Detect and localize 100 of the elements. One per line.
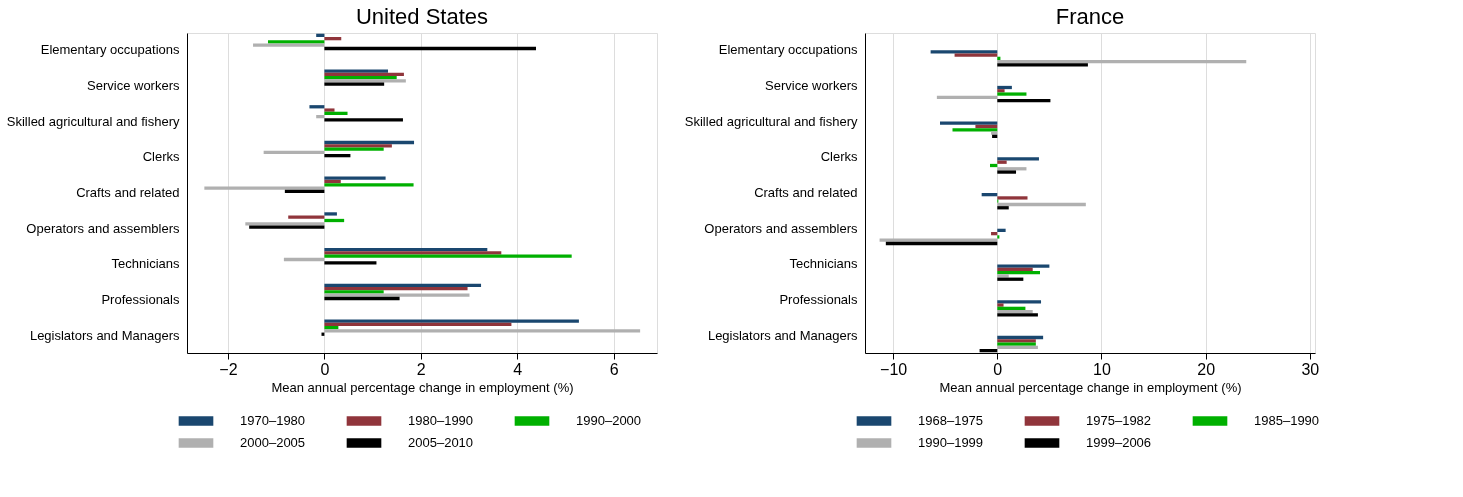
bar (324, 37, 342, 41)
bar (997, 235, 1000, 239)
y-tick-label: Operators and assemblers (704, 220, 858, 236)
bar (940, 121, 998, 125)
bar (997, 310, 1033, 314)
legend-label: 1990–2000 (576, 413, 642, 428)
y-tick-label: Crafts and related (754, 185, 858, 200)
bar (997, 157, 1039, 161)
bar (324, 140, 415, 145)
chart-title: France (1055, 4, 1125, 29)
bar (324, 283, 482, 287)
bar (324, 154, 351, 158)
x-tick-label: 6 (609, 360, 619, 378)
bar (930, 50, 998, 54)
bar (997, 60, 1247, 64)
y-tick-label: Crafts and related (76, 185, 180, 200)
bar (288, 215, 325, 219)
y-tick-label: Skilled agricultural and fishery (6, 113, 180, 129)
bar (324, 218, 345, 223)
bar (324, 111, 348, 115)
bar (997, 196, 1028, 200)
bar (997, 170, 1017, 174)
x-axis-title: Mean annual percentage change in employment (%) (271, 379, 574, 395)
x-tick-label: 0 (320, 360, 330, 378)
bar (324, 144, 392, 148)
y-tick-label: Technicians (789, 256, 858, 272)
x-tick-label: 10 (1093, 360, 1111, 378)
bar (324, 290, 384, 294)
bar (324, 118, 403, 122)
bar (997, 160, 1007, 164)
bar (267, 40, 325, 44)
y-tick-label: Elementary occupations (40, 42, 180, 58)
legend-label: 1980–1990 (408, 413, 474, 428)
bar (283, 257, 325, 262)
y-tick-label: Legislators and Managers (707, 327, 858, 343)
chart-title: United States (355, 4, 489, 29)
y-tick-label: Elementary occupations (718, 42, 858, 58)
legend-label: 2005–2010 (408, 435, 474, 450)
x-tick-label: 30 (1301, 360, 1320, 378)
legend-label: 1975–1982 (1086, 413, 1152, 428)
bar (997, 313, 1038, 317)
bar (997, 85, 1012, 90)
bar (324, 251, 502, 255)
y-tick-label: Clerks (820, 149, 858, 165)
bar (324, 147, 384, 151)
bar (324, 261, 377, 265)
bar (324, 296, 400, 301)
bar (324, 326, 339, 330)
bar (997, 99, 1051, 103)
legend-label: 1990–1999 (918, 435, 984, 450)
bar (997, 63, 1088, 67)
bar (324, 176, 386, 180)
bar (997, 56, 1001, 60)
y-tick-label: Service workers (87, 77, 180, 93)
bar (324, 46, 537, 51)
bar (245, 222, 325, 226)
bar (324, 108, 335, 112)
bar (324, 248, 488, 252)
y-tick-label: Technicians (111, 256, 180, 272)
bar (997, 274, 1009, 278)
bar (997, 271, 1040, 275)
legend-label: 1985–1990 (1254, 413, 1320, 428)
bar (997, 300, 1042, 304)
bar (885, 241, 998, 246)
legend-label: 1999–2006 (1086, 435, 1152, 450)
bar (936, 95, 998, 99)
bar (997, 202, 1086, 207)
bar (997, 228, 1006, 232)
bar (324, 212, 337, 216)
bar (324, 322, 512, 326)
bar (253, 43, 325, 47)
y-tick-label: Professionals (779, 292, 858, 308)
bar (952, 128, 998, 132)
x-axis-title: Mean annual percentage change in employment (%) (939, 379, 1242, 395)
x-tick-label: −10 (880, 360, 908, 378)
legend-label: 1970–1980 (240, 413, 306, 428)
bar (997, 267, 1033, 271)
bar (324, 179, 341, 184)
bar (879, 238, 998, 242)
bar (997, 303, 1004, 307)
bar (324, 183, 414, 187)
bar (324, 79, 406, 83)
x-tick-label: 20 (1197, 360, 1216, 378)
y-tick-label: Legislators and Managers (29, 327, 180, 343)
bar (263, 150, 325, 154)
bar (324, 254, 572, 258)
bar (997, 306, 1026, 310)
legend-label: 2000–2005 (240, 435, 306, 450)
bar (324, 82, 385, 86)
bar (997, 167, 1027, 171)
x-tick-label: 0 (993, 360, 1003, 378)
x-tick-label: 2 (416, 360, 426, 378)
bar (249, 225, 325, 229)
bar (309, 105, 325, 109)
bar (324, 69, 389, 73)
bar (997, 264, 1050, 268)
legend-label: 1968–1975 (918, 413, 984, 428)
bar (997, 206, 1009, 210)
x-tick-label: 4 (513, 360, 523, 378)
bar (324, 329, 641, 333)
